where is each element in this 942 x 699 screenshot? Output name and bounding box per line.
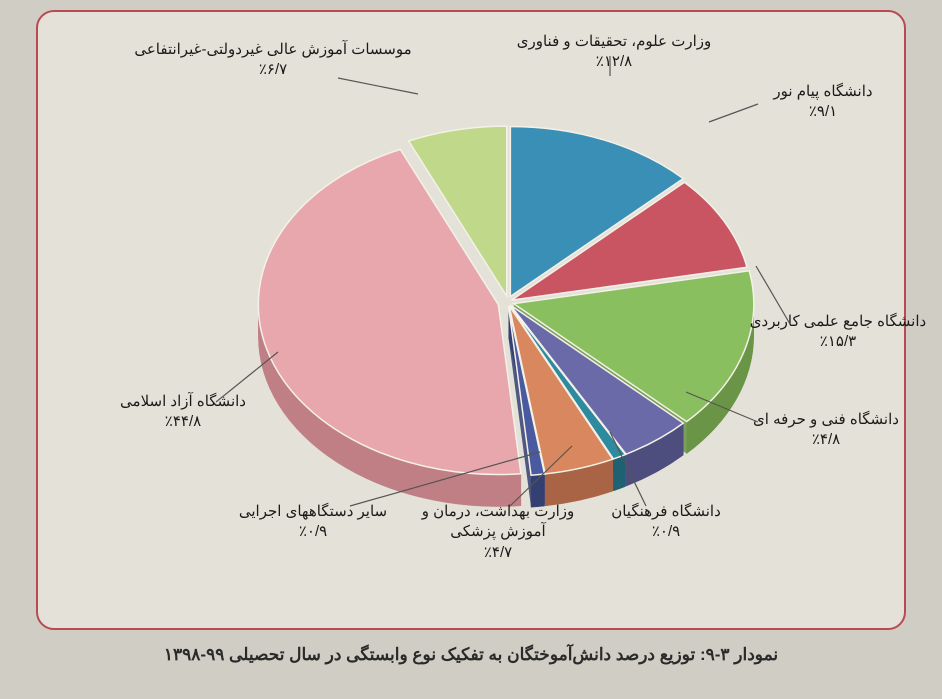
label-health: وزارت بهداشت، درمان و آموزش پزشکی ٪۴/۷ xyxy=(398,502,598,563)
label-payamnoor-pct: ٪۹/۱ xyxy=(738,102,908,122)
label-other: سایر دستگاههای اجرایی ٪۰/۹ xyxy=(218,502,408,543)
label-farhang-pct: ٪۰/۹ xyxy=(586,522,746,542)
label-azad-name: دانشگاه آزاد اسلامی xyxy=(120,393,246,410)
label-nonprofit-pct: ٪۶/۷ xyxy=(128,60,418,80)
label-farhang-name: دانشگاه فرهنگیان xyxy=(611,503,721,520)
label-science: وزارت علوم، تحقیقات و فناوری ٪۱۲/۸ xyxy=(494,32,734,73)
chart-caption: نمودار ۳-۹: توزیع درصد دانش‌آموختگان به … xyxy=(0,645,942,665)
label-nonprofit: موسسات آموزش عالی غیردولتی-غیرانتفاعی ٪۶/… xyxy=(128,40,418,81)
label-fani: دانشگاه فنی و حرفه ای ٪۴/۸ xyxy=(726,410,926,451)
label-elmikar: دانشگاه جامع علمی کاربردی ٪۱۵/۳ xyxy=(738,312,938,353)
label-other-name: سایر دستگاههای اجرایی xyxy=(239,503,387,520)
label-azad: دانشگاه آزاد اسلامی ٪۴۴/۸ xyxy=(98,392,268,433)
label-science-name: وزارت علوم، تحقیقات و فناوری xyxy=(517,33,711,50)
label-farhang: دانشگاه فرهنگیان ٪۰/۹ xyxy=(586,502,746,543)
label-payamnoor: دانشگاه پیام نور ٪۹/۱ xyxy=(738,82,908,123)
label-nonprofit-name: موسسات آموزش عالی غیردولتی-غیرانتفاعی xyxy=(134,41,411,58)
label-other-pct: ٪۰/۹ xyxy=(218,522,408,542)
label-elmikar-name: دانشگاه جامع علمی کاربردی xyxy=(750,313,926,330)
label-health-pct: ٪۴/۷ xyxy=(398,543,598,563)
label-science-pct: ٪۱۲/۸ xyxy=(494,52,734,72)
label-fani-name: دانشگاه فنی و حرفه ای xyxy=(753,411,899,428)
pie-chart xyxy=(248,52,768,572)
label-elmikar-pct: ٪۱۵/۳ xyxy=(738,332,938,352)
label-fani-pct: ٪۴/۸ xyxy=(726,430,926,450)
chart-frame: وزارت علوم، تحقیقات و فناوری ٪۱۲/۸ دانشگا… xyxy=(36,10,906,630)
label-azad-pct: ٪۴۴/۸ xyxy=(98,412,268,432)
label-health-name: وزارت بهداشت، درمان و آموزش پزشکی xyxy=(422,503,575,540)
label-payamnoor-name: دانشگاه پیام نور xyxy=(773,83,872,100)
